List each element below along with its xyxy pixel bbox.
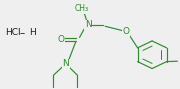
Text: HCl: HCl	[5, 28, 21, 37]
Text: N: N	[62, 59, 69, 68]
Text: H: H	[29, 28, 36, 37]
Text: O: O	[122, 27, 129, 36]
Text: CH₃: CH₃	[75, 4, 89, 13]
Text: O: O	[58, 35, 65, 44]
Text: N: N	[85, 20, 92, 29]
Text: –: –	[19, 28, 25, 38]
